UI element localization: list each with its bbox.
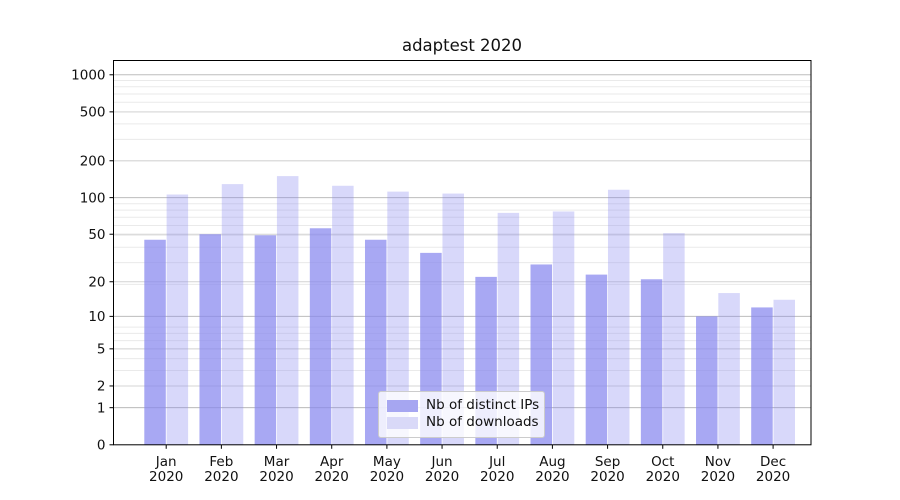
x-axis-tick-label-year: 2020 [480, 469, 514, 485]
legend: Nb of distinct IPs Nb of downloads [378, 391, 545, 438]
bar-downloads [442, 193, 464, 445]
x-axis-tick-label-month: Jun [431, 454, 453, 470]
x-axis-tick-label-year: 2020 [370, 469, 404, 485]
x-axis-tick-label-month: Dec [760, 454, 786, 470]
x-axis-tick-label-year: 2020 [315, 469, 349, 485]
x-axis-tick-label-year: 2020 [701, 469, 735, 485]
y-axis-tick-label: 200 [80, 153, 106, 169]
bar-distinct-ips [309, 228, 332, 445]
y-axis-tick-label: 2 [97, 379, 106, 395]
bar-downloads [332, 185, 354, 445]
x-axis-tick-label-year: 2020 [646, 469, 680, 485]
x-axis-tick-label-year: 2020 [425, 469, 459, 485]
bar-downloads [387, 191, 409, 445]
legend-label-distinct-ips: Nb of distinct IPs [426, 397, 540, 414]
y-axis-tick-label: 500 [80, 105, 106, 121]
legend-item-downloads: Nb of downloads [387, 414, 539, 431]
x-axis-tick-label-month: Mar [264, 454, 290, 470]
x-axis-tick-label-year: 2020 [149, 469, 183, 485]
legend-swatch-downloads [387, 417, 418, 429]
x-axis-tick-label-month: Nov [705, 454, 731, 470]
x-axis-tick-label-month: Sep [595, 454, 620, 470]
bar-distinct-ips [144, 239, 166, 445]
legend-item-distinct-ips: Nb of distinct IPs [387, 397, 540, 414]
x-axis-tick-label-month: May [373, 454, 401, 470]
x-axis-tick-label-month: Feb [209, 454, 233, 470]
y-axis-tick-label: 100 [80, 190, 106, 206]
y-axis-tick-label: 50 [88, 227, 105, 243]
bar-distinct-ips [585, 274, 608, 445]
legend-label-downloads: Nb of downloads [426, 414, 539, 431]
y-axis-tick-label: 10 [88, 309, 105, 325]
bar-downloads [663, 233, 685, 445]
x-axis-tick-label-year: 2020 [756, 469, 790, 485]
bar-distinct-ips [696, 316, 718, 445]
bar-downloads [276, 176, 299, 445]
bar-distinct-ips [254, 235, 277, 445]
bar-downloads [552, 211, 575, 445]
x-axis-tick-label-year: 2020 [535, 469, 569, 485]
x-axis-tick-label-year: 2020 [590, 469, 624, 485]
y-axis-tick-label: 5 [97, 342, 106, 358]
x-axis-tick-label-month: Jul [488, 454, 505, 470]
bar-distinct-ips [199, 234, 221, 445]
bar-downloads [773, 299, 795, 445]
bar-downloads [718, 293, 740, 445]
bar-downloads [166, 194, 189, 445]
legend-swatch-distinct-ips [387, 400, 418, 412]
bar-downloads [221, 184, 244, 445]
bar-downloads [607, 189, 630, 445]
x-axis-tick-label-year: 2020 [204, 469, 238, 485]
x-axis-tick-label-month: Aug [539, 454, 565, 470]
x-axis-tick-label-month: Apr [320, 454, 344, 470]
y-axis-tick-label: 20 [88, 274, 105, 290]
y-axis-tick-label: 0 [97, 438, 106, 454]
plot-border [113, 60, 812, 446]
x-axis-tick-label-year: 2020 [259, 469, 293, 485]
y-axis-tick-label: 1000 [71, 67, 105, 83]
y-axis-tick-label: 1 [97, 400, 106, 416]
x-axis-tick-label-month: Oct [651, 454, 674, 470]
chart-title: adaptest 2020 [401, 36, 523, 55]
bar-downloads [497, 212, 520, 445]
bar-distinct-ips [751, 307, 773, 445]
bar-distinct-ips [640, 279, 663, 445]
x-axis-tick-label-month: Jan [155, 454, 177, 470]
